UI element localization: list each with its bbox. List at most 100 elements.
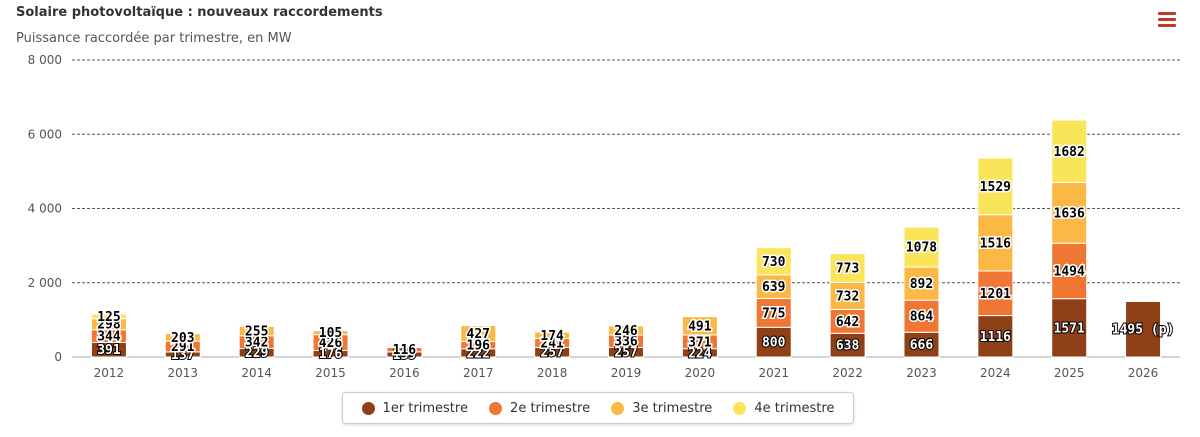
x-tick-label: 2014 — [241, 366, 272, 380]
data-label: 1495 (p) — [1112, 323, 1175, 338]
bar-segment — [755, 247, 792, 276]
y-tick-label: 8 000 — [28, 53, 62, 67]
data-label: 222 — [467, 346, 490, 361]
legend-swatch-q1 — [361, 401, 375, 415]
bar-segment — [386, 347, 423, 353]
bar-segment — [1051, 298, 1088, 358]
data-label: 730 — [762, 255, 786, 270]
data-label: 775 — [762, 306, 785, 321]
bar-segment — [164, 333, 201, 342]
x-tick-label: 2013 — [168, 366, 199, 380]
data-label: 137 — [171, 348, 194, 363]
data-label: 1516 — [980, 236, 1011, 251]
x-tick-label: 2026 — [1128, 366, 1159, 380]
legend-item-q4[interactable]: 4e trimestre — [733, 401, 834, 416]
legend-item-q2[interactable]: 2e trimestre — [489, 401, 590, 416]
bar-segment — [829, 253, 866, 283]
bar-segment — [312, 330, 349, 336]
legend-swatch-q4 — [733, 401, 747, 415]
hamburger-menu-icon[interactable] — [1158, 12, 1176, 28]
data-label: 1116 — [980, 330, 1011, 345]
data-label: 246 — [614, 324, 638, 339]
x-tick-label: 2015 — [315, 366, 346, 380]
bar-segment — [1051, 181, 1088, 244]
data-label: 371 — [688, 335, 712, 350]
bar-segment — [608, 325, 644, 336]
bar-segment — [977, 157, 1014, 216]
chart-subtitle: Puissance raccordée par trimestre, en MW — [16, 31, 292, 46]
data-label: 642 — [836, 315, 859, 330]
bar-segment — [903, 266, 940, 301]
data-label: 224 — [688, 346, 712, 361]
bar-segment — [238, 325, 275, 337]
data-label: 1571 — [1054, 321, 1085, 336]
chart-title: Solaire photovoltaïque : nouveaux raccor… — [16, 5, 383, 20]
data-label: 1682 — [1054, 145, 1085, 160]
data-label: 426 — [319, 336, 343, 351]
x-tick-label: 2022 — [832, 366, 863, 380]
chart-legend: 1er trimestre 2e trimestre 3e trimestre … — [342, 392, 854, 424]
legend-label-q4: 4e trimestre — [754, 400, 835, 416]
bar-segment — [90, 313, 127, 320]
x-tick-label: 2017 — [463, 366, 494, 380]
data-label: 336 — [614, 335, 638, 350]
legend-swatch-q3 — [611, 401, 625, 415]
x-tick-label: 2024 — [980, 366, 1011, 380]
bar-segment — [1051, 242, 1088, 300]
data-label: 732 — [836, 289, 859, 304]
legend-item-q3[interactable]: 3e trimestre — [611, 401, 712, 416]
x-tick-label: 2016 — [389, 366, 420, 380]
y-tick-label: 2 000 — [28, 276, 62, 290]
bar-segment — [460, 325, 497, 342]
data-label: 229 — [245, 346, 268, 361]
x-tick-label: 2020 — [685, 366, 716, 380]
y-tick-label: 4 000 — [28, 202, 62, 216]
y-tick-label: 6 000 — [28, 127, 62, 141]
legend-label-q2: 2e trimestre — [510, 400, 591, 416]
data-label: 174 — [540, 329, 564, 344]
x-tick-label: 2023 — [906, 366, 937, 380]
bar-segment — [829, 281, 866, 310]
legend-item-q1[interactable]: 1er trimestre — [361, 400, 468, 416]
data-label: 639 — [762, 280, 785, 295]
legend-label-q1: 1er trimestre — [382, 400, 468, 416]
bar-segment — [681, 316, 718, 336]
data-label: 176 — [319, 347, 343, 362]
data-label: 241 — [540, 336, 564, 351]
data-label: 1636 — [1054, 206, 1085, 221]
data-label: 116 — [393, 343, 417, 358]
x-tick-label: 2025 — [1054, 366, 1085, 380]
legend-swatch-q2 — [489, 401, 503, 415]
data-label: 864 — [910, 310, 934, 325]
data-label: 892 — [910, 277, 933, 292]
data-label: 1078 — [906, 241, 937, 256]
data-label: 139 — [393, 348, 416, 363]
data-label: 291 — [171, 340, 195, 355]
bar-segment — [977, 214, 1014, 272]
x-tick-label: 2021 — [758, 366, 789, 380]
bar-segment — [1125, 300, 1162, 358]
data-label: 800 — [762, 336, 786, 351]
bar-segment — [755, 298, 792, 328]
data-label: 1494 — [1054, 264, 1085, 279]
data-label: 255 — [245, 325, 268, 340]
data-label: 491 — [688, 319, 712, 334]
data-label: 257 — [614, 346, 637, 361]
bar-segment — [903, 226, 940, 268]
data-label: 105 — [319, 326, 342, 341]
data-label: 427 — [467, 327, 490, 342]
data-label: 1201 — [980, 287, 1011, 302]
x-tick-label: 2012 — [94, 366, 125, 380]
data-label: 344 — [97, 330, 121, 345]
data-label: 196 — [467, 339, 491, 354]
x-tick-label: 2018 — [537, 366, 568, 380]
data-label: 257 — [540, 346, 563, 361]
data-label: 298 — [97, 318, 121, 333]
data-label: 1529 — [980, 180, 1011, 195]
bar-segment — [977, 270, 1014, 317]
data-label: 342 — [245, 336, 268, 351]
bar-segment — [903, 299, 940, 333]
bar-segment — [534, 331, 571, 340]
bar-segment — [1051, 119, 1088, 183]
